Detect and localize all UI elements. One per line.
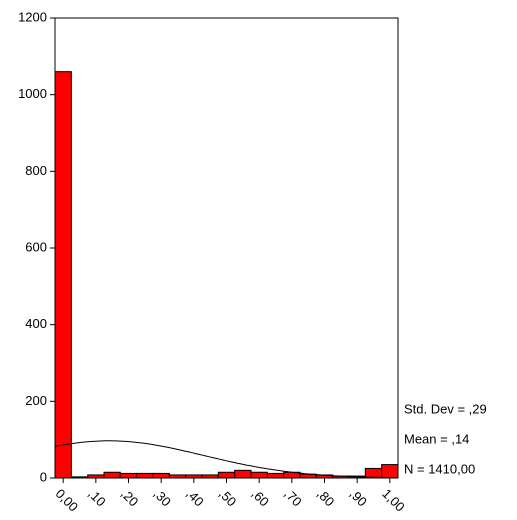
plot-frame	[54, 17, 399, 479]
bar	[217, 471, 236, 479]
bar	[168, 474, 187, 479]
x-tick-label: ,30	[151, 486, 174, 509]
bar	[54, 71, 72, 479]
x-tick-label: ,50	[216, 486, 239, 509]
x-tick-label: ,90	[347, 486, 370, 509]
bar	[87, 474, 105, 479]
y-tick-label: 200	[25, 393, 47, 408]
bar	[201, 474, 219, 479]
y-tick-label: 1200	[18, 9, 47, 24]
bar	[266, 472, 285, 479]
bar	[70, 476, 89, 479]
y-tick-label: 400	[25, 316, 47, 331]
bar	[381, 464, 399, 479]
stat-label: Std. Dev = ,29	[404, 401, 487, 416]
bar	[234, 469, 252, 479]
y-tick-label: 600	[25, 239, 47, 254]
y-tick-label: 1000	[18, 86, 47, 101]
x-tick-label: ,10	[85, 486, 108, 509]
x-tick-label: ,60	[249, 486, 272, 509]
normal-curve	[54, 440, 398, 479]
bar	[250, 471, 268, 479]
y-tick-label: 0	[40, 469, 47, 484]
bar	[103, 471, 121, 479]
x-tick-label: ,20	[118, 486, 141, 509]
x-tick-label: ,40	[183, 486, 206, 509]
x-tick-label: ,70	[281, 486, 304, 509]
x-tick-label: ,80	[314, 486, 337, 509]
bar	[364, 467, 383, 479]
bar	[136, 472, 154, 479]
bar	[185, 474, 203, 479]
bar	[119, 472, 138, 479]
stat-label: Mean = ,14	[404, 431, 469, 446]
x-tick-label: 0,00	[53, 486, 82, 515]
x-tick-label: 1,00	[379, 486, 408, 515]
stat-label: N = 1410,00	[404, 461, 475, 476]
bar	[152, 472, 170, 479]
y-tick-label: 800	[25, 163, 47, 178]
